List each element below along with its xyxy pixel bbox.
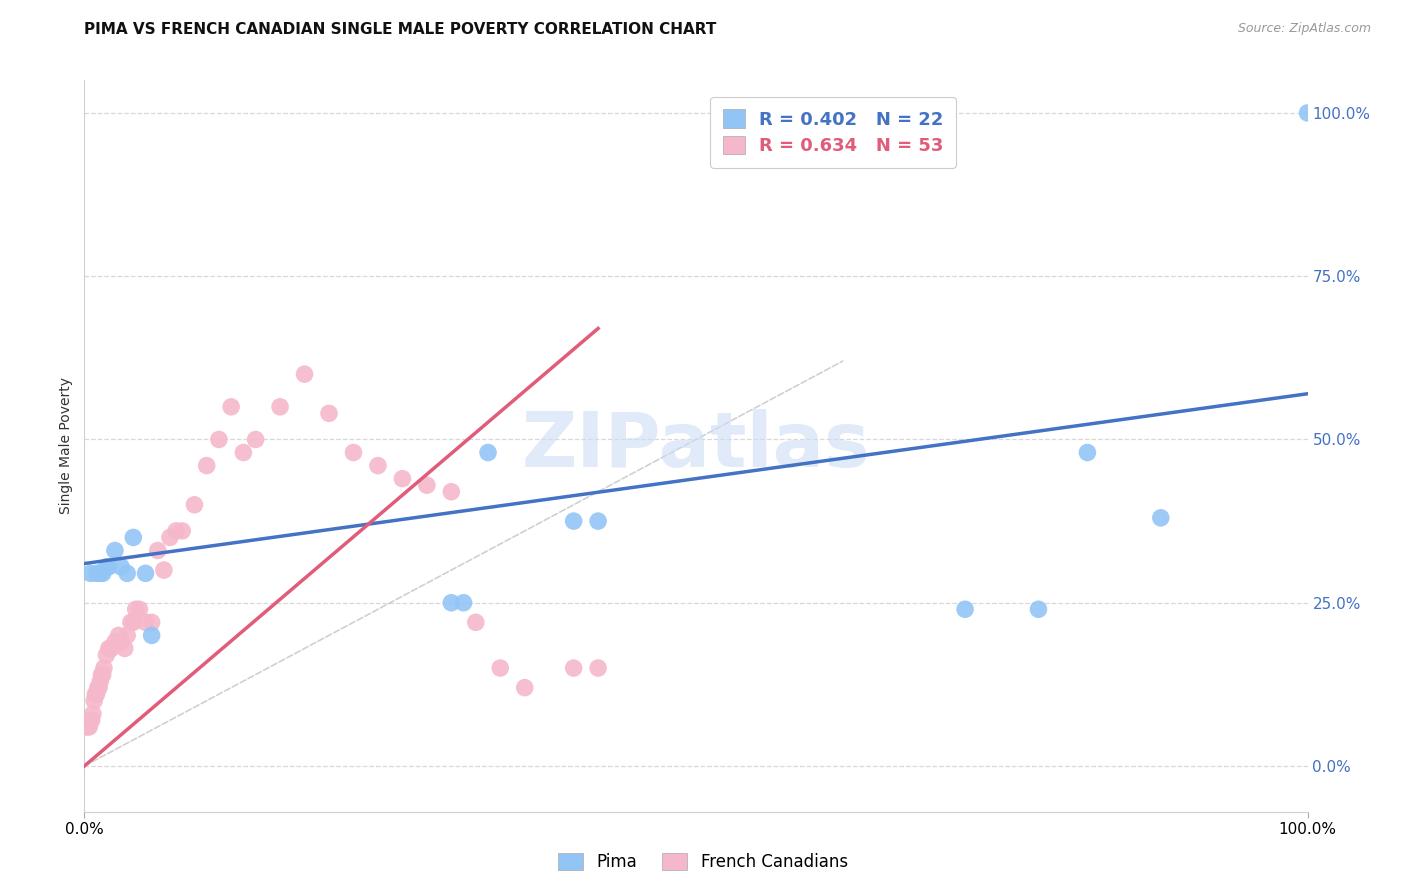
Point — [208, 433, 231, 447]
Point — [96, 648, 118, 662]
Text: PIMA VS FRENCH CANADIAN SINGLE MALE POVERTY CORRELATION CHART: PIMA VS FRENCH CANADIAN SINGLE MALE POVE… — [84, 22, 717, 37]
Point — [146, 543, 169, 558]
Text: ZIPatlas: ZIPatlas — [522, 409, 870, 483]
Point — [172, 524, 194, 538]
Text: Source: ZipAtlas.com: Source: ZipAtlas.com — [1237, 22, 1371, 36]
Point — [586, 661, 609, 675]
Point — [115, 566, 138, 581]
Point — [87, 681, 110, 695]
Point — [141, 615, 163, 630]
Point — [86, 566, 108, 581]
Point — [80, 714, 103, 728]
Point — [110, 635, 132, 649]
Point — [294, 367, 316, 381]
Point — [513, 681, 536, 695]
Point — [96, 559, 118, 574]
Legend: Pima, French Canadians: Pima, French Canadians — [550, 845, 856, 880]
Point — [586, 514, 609, 528]
Point — [91, 566, 114, 581]
Point — [89, 566, 111, 581]
Point — [165, 524, 187, 538]
Point — [125, 602, 148, 616]
Point — [87, 681, 110, 695]
Point — [562, 514, 585, 528]
Point — [195, 458, 218, 473]
Point — [104, 543, 127, 558]
Point — [219, 400, 242, 414]
Point — [367, 458, 389, 473]
Point — [1028, 602, 1050, 616]
Point — [122, 530, 145, 544]
Point — [84, 687, 107, 701]
Point — [107, 628, 129, 642]
Point — [232, 445, 254, 459]
Point — [86, 687, 108, 701]
Point — [82, 706, 104, 721]
Point — [342, 445, 364, 459]
Point — [120, 615, 142, 630]
Point — [115, 628, 138, 642]
Point — [100, 641, 122, 656]
Point — [77, 720, 100, 734]
Point — [128, 602, 150, 616]
Point — [89, 674, 111, 689]
Point — [79, 566, 101, 581]
Point — [245, 433, 267, 447]
Point — [104, 635, 127, 649]
Point — [135, 615, 157, 630]
Point — [114, 641, 136, 656]
Point — [135, 566, 157, 581]
Point — [153, 563, 176, 577]
Point — [141, 628, 163, 642]
Point — [1296, 106, 1319, 120]
Point — [77, 720, 100, 734]
Point — [318, 406, 340, 420]
Point — [93, 661, 115, 675]
Point — [453, 596, 475, 610]
Legend: R = 0.402   N = 22, R = 0.634   N = 53: R = 0.402 N = 22, R = 0.634 N = 53 — [710, 96, 956, 168]
Point — [97, 641, 120, 656]
Point — [110, 559, 132, 574]
Point — [391, 472, 413, 486]
Point — [79, 714, 101, 728]
Point — [183, 498, 205, 512]
Point — [91, 667, 114, 681]
Point — [122, 615, 145, 630]
Point — [489, 661, 512, 675]
Point — [269, 400, 291, 414]
Y-axis label: Single Male Poverty: Single Male Poverty — [59, 377, 73, 515]
Point — [416, 478, 439, 492]
Point — [953, 602, 976, 616]
Point — [83, 694, 105, 708]
Point — [90, 667, 112, 681]
Point — [562, 661, 585, 675]
Point — [97, 559, 120, 574]
Point — [464, 615, 486, 630]
Point — [440, 484, 463, 499]
Point — [76, 720, 98, 734]
Point — [159, 530, 181, 544]
Point — [477, 445, 499, 459]
Point — [1076, 445, 1098, 459]
Point — [440, 596, 463, 610]
Point — [1150, 511, 1173, 525]
